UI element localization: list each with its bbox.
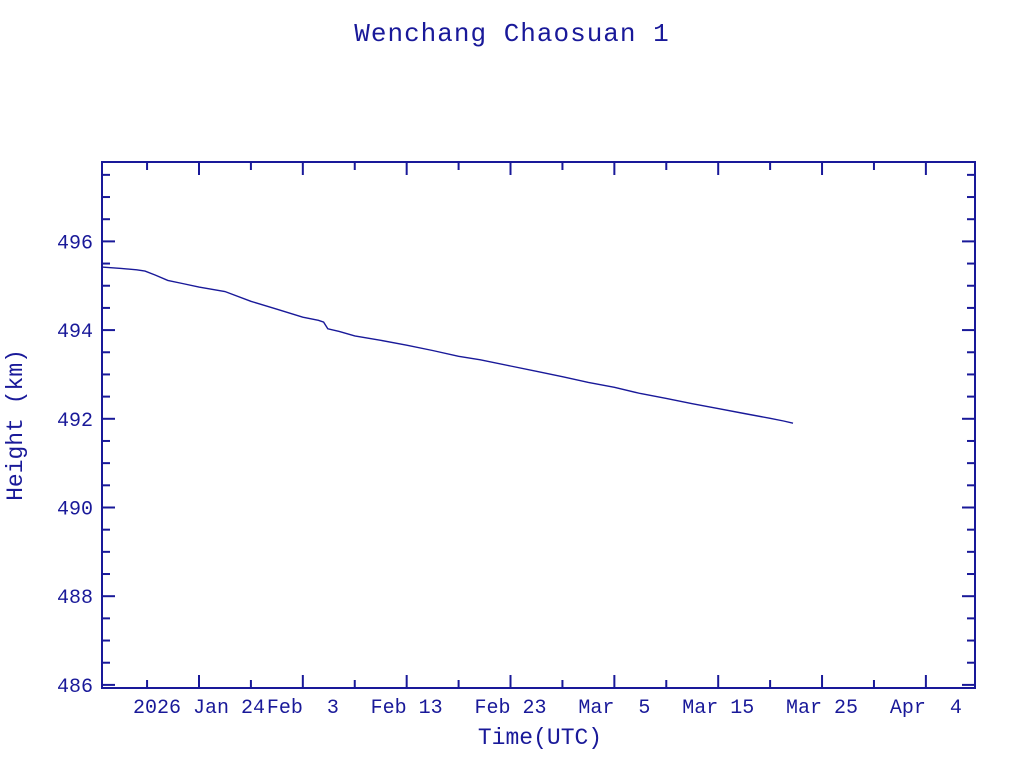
- y-tick-label: 486: [57, 676, 93, 699]
- x-tick-label: Mar 5: [578, 697, 650, 720]
- x-axis-label: Time(UTC): [478, 725, 602, 751]
- x-tick-label: Mar 15: [682, 697, 754, 720]
- x-tick-labels: 2026 Jan 24 Feb 3 Feb 13 Feb 23 Mar 5 Mar 15 M…: [133, 697, 962, 720]
- x-axis-ticks: [146, 162, 927, 688]
- x-tick-label: Feb 13: [371, 697, 443, 720]
- y-axis-label: Height (km): [3, 349, 29, 501]
- chart-title: Wenchang Chaosuan 1: [354, 19, 669, 49]
- plot-frame: [101, 161, 976, 689]
- x-tick-label: Feb 23: [475, 697, 547, 720]
- y-tick-label: 492: [57, 410, 93, 433]
- y-tick-labels: 486 488 490 492 494 496: [57, 232, 93, 699]
- x-tick-label: Apr 4: [890, 697, 962, 720]
- y-axis-ticks: [102, 173, 975, 686]
- y-tick-label: 496: [57, 232, 93, 255]
- x-tick-label: 2026 Jan 24: [133, 697, 265, 720]
- x-tick-label: Feb 3: [267, 697, 339, 720]
- x-tick-label: Mar 25: [786, 697, 858, 720]
- y-tick-label: 490: [57, 498, 93, 521]
- y-tick-label: 494: [57, 321, 93, 344]
- height-series-line: [101, 266, 794, 424]
- y-tick-label: 488: [57, 587, 93, 610]
